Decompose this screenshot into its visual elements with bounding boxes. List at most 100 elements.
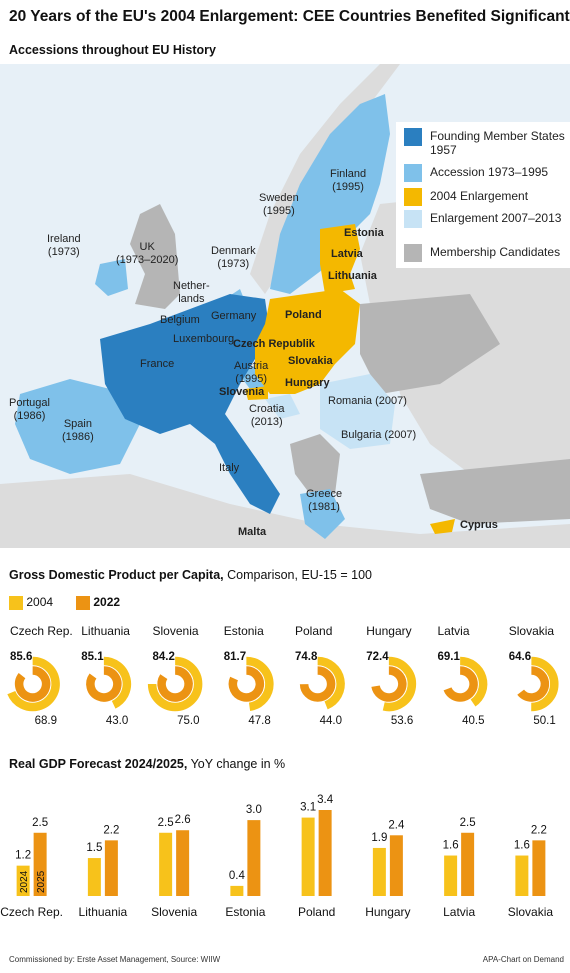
- gdp-legend-2004: 2004: [9, 595, 53, 610]
- gdp-title-rest: Comparison, EU-15 = 100: [223, 568, 372, 582]
- map-label-uk: UK (1973–2020): [116, 241, 178, 267]
- map-label-denmark: Denmark (1973): [211, 245, 256, 271]
- forecast-bar-2025: [389, 835, 403, 896]
- gdp-value-2022: 81.7: [224, 651, 246, 663]
- forecast-value-2024: 1.5: [86, 842, 102, 854]
- gdp-value-2004: 47.8: [248, 715, 270, 727]
- map-label-germany: Germany: [211, 310, 257, 322]
- forecast-value-2024: 1.6: [514, 840, 530, 852]
- map-label-italy: Italy: [219, 462, 240, 474]
- map-label-latvia: Latvia: [331, 248, 363, 260]
- map-label-austria-year: (1995): [235, 373, 268, 385]
- gdp-arc-2004: [7, 656, 60, 712]
- chart-title: 20 Years of the EU's 2004 Enlargement: C…: [9, 8, 570, 25]
- gdp-legend-2022: 2022: [76, 595, 120, 610]
- forecast-bar-2025: [176, 830, 190, 896]
- map-label-greece: Greece (1981): [306, 488, 342, 514]
- gdp-value-2004: 75.0: [177, 715, 199, 727]
- gdp-arc-2022: [14, 666, 51, 702]
- gdp-value-2022: 74.8: [295, 651, 318, 663]
- map-label-romania: Romania (2007): [328, 395, 407, 407]
- map-label-uk-name: UK: [139, 241, 155, 253]
- forecast-category-label: Lithuania: [79, 905, 128, 919]
- land-uk: [130, 204, 180, 309]
- gdp-value-2004: 43.0: [106, 715, 128, 727]
- forecast-bar-year-2025: 2025: [36, 870, 47, 893]
- legend-swatch-2004: [404, 188, 422, 206]
- gdp-arc-2004: [246, 656, 274, 711]
- gdp-donut-charts: Czech Rep. 85.6 68.9 Lithuania 85.1 43.0 Slove…: [7, 624, 559, 727]
- map-shapes: [0, 64, 570, 548]
- forecast-category-label: Latvia: [443, 905, 475, 919]
- map-label-finland-name: Finland: [330, 168, 367, 180]
- forecast-bar-2024: [230, 885, 244, 896]
- map-label-spain: Spain (1986): [62, 418, 94, 444]
- forecast-value-2024: 1.2: [15, 850, 31, 862]
- gdp-arc-2022: [443, 666, 478, 702]
- land-founding: [100, 294, 280, 514]
- map-label-portugal-year: (1986): [13, 410, 46, 422]
- gdp-legend-swatch-2022: [76, 595, 90, 610]
- map-label-croatia-year: (2013): [250, 416, 283, 428]
- map-label-sweden: Sweden (1995): [259, 192, 299, 218]
- gdp-legend-label-2022: 2022: [93, 595, 121, 609]
- gdp-arc-2004: [103, 656, 132, 709]
- map-label-lithuania: Lithuania: [328, 270, 377, 282]
- land-poland-cz-sk-hu: [255, 289, 360, 394]
- forecast-value-2025: 3.4: [317, 794, 334, 806]
- legend-label-1973: Accession 1973–1995: [430, 165, 549, 179]
- forecast-bar-2024: [444, 855, 458, 896]
- gdp-legend-label-2004: 2004: [26, 595, 54, 609]
- map-label-bulgaria: Bulgaria (2007): [341, 429, 417, 441]
- forecast-category-label: Hungary: [365, 905, 410, 919]
- legend-label-founding: Founding Member States 1957: [430, 129, 565, 157]
- gdp-arc-2022: [228, 666, 265, 702]
- forecast-bar-2025: [532, 840, 546, 896]
- forecast-bar-2025: [247, 820, 261, 896]
- gdp-arc-2004: [382, 656, 417, 712]
- map-label-sweden-name: Sweden: [259, 192, 299, 204]
- map-label-finland-year: (1995): [332, 181, 364, 193]
- gdp-category-label: Slovakia: [509, 624, 555, 638]
- map-label-finland: Finland (1995): [330, 168, 366, 194]
- forecast-value-2024: 0.4: [229, 870, 246, 882]
- forecast-bar-2024: [515, 855, 529, 896]
- gdp-value-2004: 44.0: [320, 715, 342, 727]
- forecast-bar-2024: [16, 865, 30, 896]
- gdp-arc-2022: [86, 666, 122, 702]
- gdp-value-2022: 85.1: [81, 651, 104, 663]
- forecast-value-2025: 3.0: [246, 804, 262, 816]
- land-romania-bulgaria: [320, 374, 395, 449]
- gdp-value-2004: 68.9: [35, 715, 57, 727]
- forecast-bar-2024: [301, 817, 315, 896]
- forecast-bar-2025: [318, 810, 332, 896]
- forecast-value-2024: 1.9: [371, 832, 387, 844]
- land-baltics: [320, 224, 360, 294]
- land-sweden-finland: [270, 94, 390, 294]
- gdp-category-label: Latvia: [438, 624, 470, 638]
- legend-label-2007: Enlargement 2007–2013: [430, 211, 562, 225]
- map-label-belgium: Belgium: [160, 314, 200, 326]
- map-label-greece-year: (1981): [308, 501, 340, 513]
- map-label-ireland-name: Ireland: [47, 233, 81, 245]
- forecast-value-2024: 2.5: [158, 817, 174, 829]
- forecast-value-2025: 2.5: [460, 817, 476, 829]
- gdp-category-label: Estonia: [224, 624, 264, 638]
- forecast-bar-2025: [33, 832, 47, 896]
- footer-credit: APA-Chart on Demand: [482, 955, 564, 964]
- forecast-value-2025: 2.2: [531, 824, 547, 836]
- map-label-estonia: Estonia: [344, 227, 384, 239]
- gdp-value-2022: 69.1: [438, 651, 461, 663]
- land-balkans: [290, 434, 340, 494]
- forecast-category-label: Slovakia: [508, 905, 554, 919]
- gdp-section-title: Gross Domestic Product per Capita, Compa…: [9, 568, 372, 582]
- forecast-section-title: Real GDP Forecast 2024/2025, YoY change …: [9, 757, 285, 771]
- forecast-title-bold: Real GDP Forecast 2024/2025,: [9, 757, 188, 771]
- land-iberia: [15, 379, 140, 474]
- map-label-czech: Czech Republik: [233, 338, 315, 350]
- land-ireland: [95, 259, 128, 296]
- land-greece: [300, 489, 345, 539]
- land-ukraine: [360, 294, 500, 394]
- map-label-netherlands: Nether-lands: [173, 280, 210, 306]
